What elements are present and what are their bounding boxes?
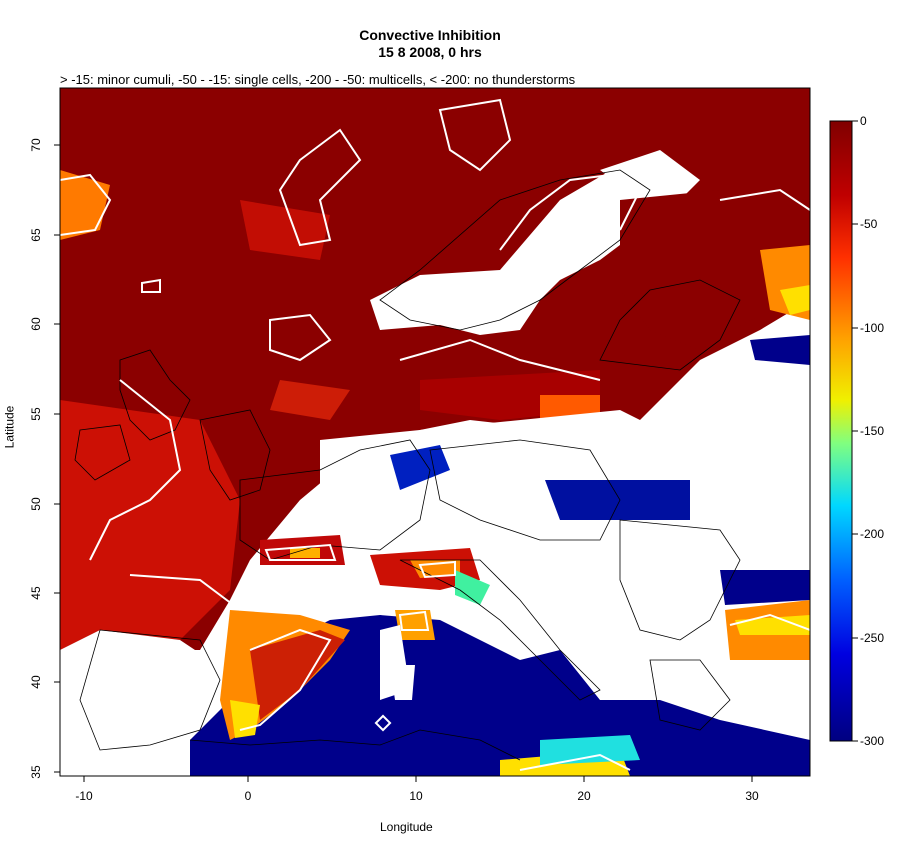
colorbar-tick-label: -150 xyxy=(860,424,884,438)
map-date: 15 8 2008, 0 hrs xyxy=(378,44,482,60)
y-tick-label: 45 xyxy=(29,586,43,600)
x-tick-label: -10 xyxy=(75,789,93,803)
y-tick-label: 40 xyxy=(29,675,43,689)
y-tick-label: 70 xyxy=(29,138,43,152)
colorbar-tick-label: -250 xyxy=(860,631,884,645)
map-title: Convective Inhibition xyxy=(359,27,501,43)
x-axis xyxy=(83,776,753,782)
x-axis-label: Longitude xyxy=(380,820,433,834)
y-axis xyxy=(54,144,60,773)
colorbar-tick-label: -200 xyxy=(860,527,884,541)
y-tick-label: 35 xyxy=(29,765,43,779)
colorbar-tick-label: -50 xyxy=(860,217,878,231)
y-tick-label: 60 xyxy=(29,317,43,331)
cin-field xyxy=(60,88,810,776)
colorbar-tick-label: -300 xyxy=(860,734,884,748)
colorbar-tick-label: 0 xyxy=(860,114,867,128)
y-tick-label: 65 xyxy=(29,228,43,242)
colorbar xyxy=(829,120,853,742)
x-tick-label: 20 xyxy=(577,789,591,803)
colorbar-tick-label: -100 xyxy=(860,321,884,335)
y-tick-label: 50 xyxy=(29,497,43,511)
x-tick-label: 30 xyxy=(745,789,759,803)
x-tick-label: 0 xyxy=(245,789,252,803)
category-legend-text: > -15: minor cumuli, -50 - -15: single c… xyxy=(60,72,576,87)
y-tick-label: 55 xyxy=(29,407,43,421)
x-tick-label: 10 xyxy=(409,789,423,803)
